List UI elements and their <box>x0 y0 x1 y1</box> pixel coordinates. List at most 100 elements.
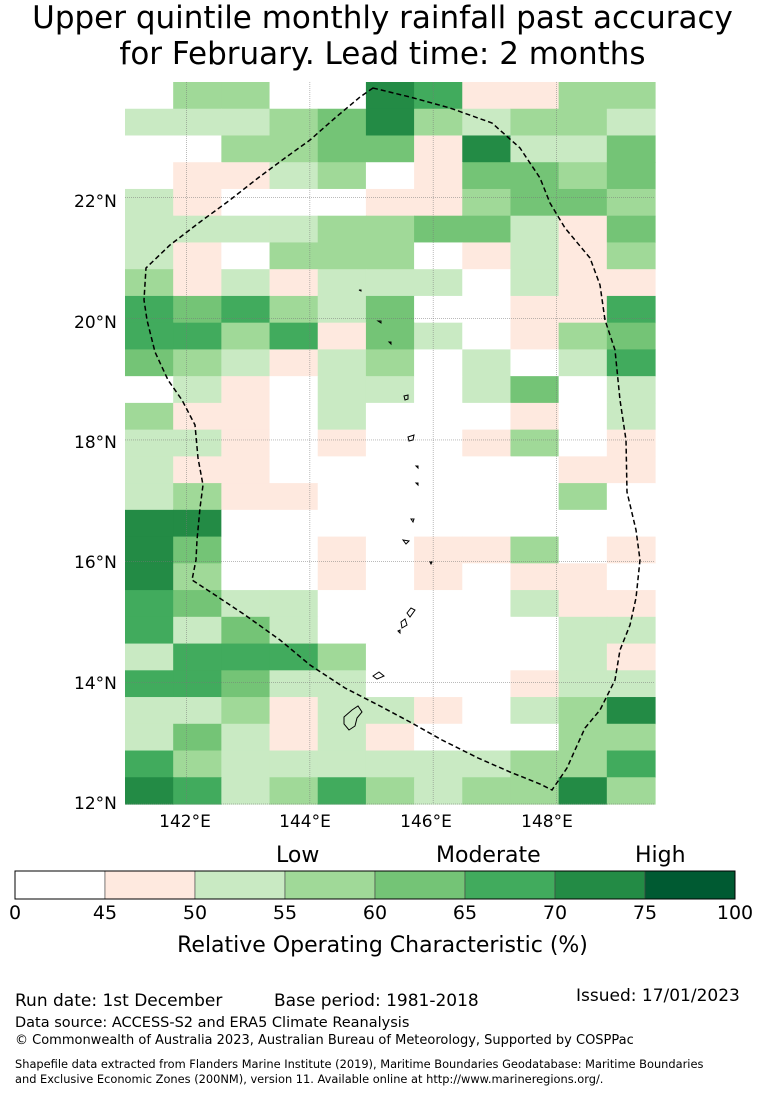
grid-cell <box>462 349 512 377</box>
grid-cell <box>606 483 656 511</box>
grid-cell <box>365 376 415 404</box>
grid-cell <box>221 376 271 404</box>
grid-cell <box>606 376 656 404</box>
grid-cell <box>558 349 608 377</box>
grid-cell <box>173 242 222 270</box>
grid-cell <box>365 697 415 725</box>
grid-cell <box>125 322 174 351</box>
grid-cell <box>221 723 271 752</box>
grid-cell <box>173 483 222 511</box>
grid-cell <box>269 242 319 270</box>
category-high: High <box>635 843 686 868</box>
grid-cell <box>269 215 319 244</box>
grid-cell <box>462 188 512 217</box>
grid-cell <box>462 269 512 297</box>
issued-date: Issued: 17/01/2023 <box>576 986 740 1006</box>
grid-cell <box>606 162 656 190</box>
lon-label-144e: 144°E <box>279 812 331 832</box>
grid-cell <box>125 643 174 671</box>
tinian-island <box>400 618 408 629</box>
grid-cell <box>510 616 560 645</box>
grid-cell <box>221 188 271 217</box>
grid-cell <box>173 777 222 805</box>
eez-boundary <box>143 87 641 791</box>
grid-cell <box>173 349 222 377</box>
grid-cell <box>173 670 222 698</box>
grid-cell <box>269 590 319 618</box>
grid-cell <box>317 135 367 163</box>
grid-cell <box>558 670 608 698</box>
grid-cell <box>317 376 367 404</box>
grid-cell <box>558 429 608 457</box>
grid-cell <box>606 269 656 297</box>
grid-cell <box>173 322 222 351</box>
grid-cell <box>414 456 463 484</box>
copyright: © Commonwealth of Australia 2023, Austra… <box>15 1033 634 1048</box>
grid-cell <box>414 670 463 698</box>
grid-cell <box>317 536 367 564</box>
grid-cell <box>462 322 512 351</box>
lon-label-146e: 146°E <box>400 812 452 832</box>
grid-cell <box>317 643 367 671</box>
grid-cell <box>510 188 560 217</box>
grid-cell <box>510 697 560 725</box>
grid-cell <box>269 616 319 645</box>
grid-cell <box>365 536 415 564</box>
grid-cell <box>173 616 222 645</box>
grid-cell <box>221 777 271 805</box>
grid-cell <box>125 135 174 163</box>
grid-cell <box>462 215 512 244</box>
grid-cell <box>365 563 415 591</box>
grid-cell <box>414 376 463 404</box>
grid-cell <box>269 269 319 297</box>
grid-cell <box>510 509 560 538</box>
grid-cell <box>414 750 463 778</box>
grid-cell <box>510 777 560 805</box>
grid-cell <box>365 616 415 645</box>
grid-cell <box>221 402 271 431</box>
grid-cell <box>510 590 560 618</box>
grid-cell <box>317 616 367 645</box>
grid-cell <box>269 536 319 564</box>
grid-cell <box>606 429 656 457</box>
grid-cell <box>317 188 367 217</box>
colorbar-segment <box>374 870 466 900</box>
grid-cell <box>317 723 367 752</box>
grid-cell <box>414 697 463 725</box>
grid-cell <box>558 643 608 671</box>
grid-cell <box>221 135 271 163</box>
grid-cell <box>125 616 174 645</box>
grid-cell <box>606 563 656 591</box>
grid-cell <box>510 643 560 671</box>
grid-cell <box>558 563 608 591</box>
grid-cell <box>317 750 367 778</box>
grid-cell <box>558 590 608 618</box>
grid-cell <box>510 215 560 244</box>
grid-cell <box>606 536 656 564</box>
grid-cell <box>414 429 463 457</box>
grid-cell <box>606 402 656 431</box>
category-low: Low <box>276 843 320 868</box>
grid-cell <box>462 242 512 270</box>
grid-cell <box>365 456 415 484</box>
grid-cell <box>221 670 271 698</box>
lat-lon-gridlines <box>125 82 655 805</box>
run-date: Run date: 1st December <box>15 991 223 1011</box>
grid-cell <box>269 322 319 351</box>
grid-cell <box>125 563 174 591</box>
colorbar-segment <box>284 870 376 900</box>
grid-cell <box>365 295 415 324</box>
grid-cell <box>462 670 512 698</box>
grid-cell <box>462 108 512 137</box>
grid-cell <box>317 349 367 377</box>
grid-cell <box>221 349 271 377</box>
grid-cell <box>269 750 319 778</box>
grid-cell <box>462 590 512 618</box>
grid-cell <box>510 670 560 698</box>
grid-cell <box>269 162 319 190</box>
grid-cell <box>414 188 463 217</box>
grid-cell <box>365 135 415 163</box>
grid-cell <box>558 108 608 137</box>
grid-cell <box>365 777 415 805</box>
